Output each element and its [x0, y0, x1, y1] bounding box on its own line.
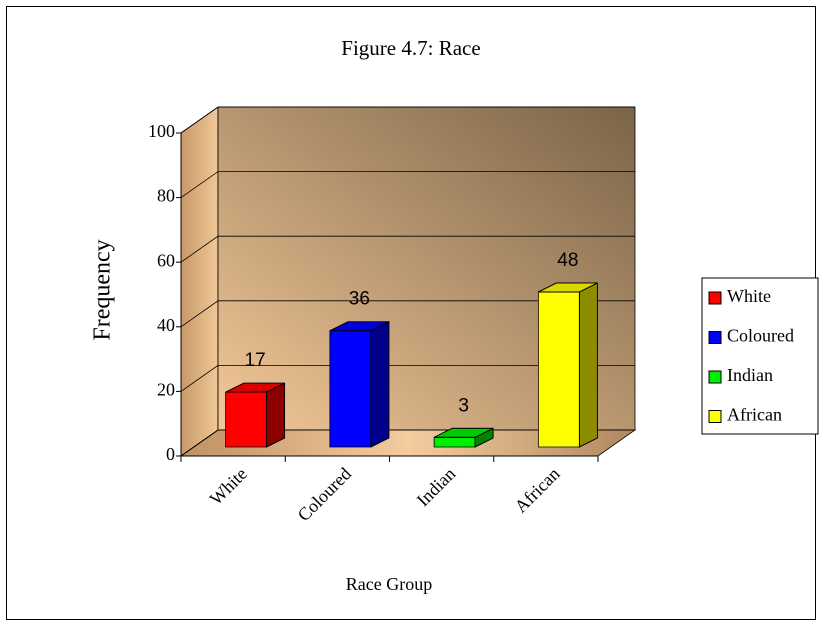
bar-top-shade [225, 382, 285, 393]
bar [537, 282, 598, 448]
legend-swatch [708, 410, 722, 423]
legend-swatch [708, 370, 722, 384]
bar-top-shade [433, 427, 494, 438]
data-label: 36 [349, 289, 370, 310]
bar [225, 382, 286, 448]
x-axis-label: Race Group [346, 574, 432, 594]
bar-front [225, 391, 268, 448]
grid-line [180, 171, 635, 198]
left-wall [180, 106, 219, 457]
y-tick-label: 60 [157, 250, 175, 270]
bar-top-shade [538, 282, 598, 293]
bar-front [433, 436, 476, 448]
legend-label: Coloured [727, 326, 794, 346]
y-axis-label: Frequency [90, 239, 116, 340]
bar-front [329, 330, 372, 448]
grid-line [180, 429, 635, 457]
legend-swatch [708, 331, 722, 344]
grid-line [180, 235, 635, 263]
y-tick-label: 20 [157, 380, 175, 400]
bar-side-shade [578, 282, 598, 448]
chart-title: Figure 4.7: Race [341, 36, 480, 60]
bar-front [537, 291, 580, 448]
grid-line [180, 300, 635, 328]
bar [329, 321, 390, 448]
data-label: 48 [557, 250, 578, 271]
y-tick-label: 40 [157, 315, 175, 335]
y-tick-label: 80 [157, 186, 175, 206]
data-label: 17 [245, 350, 266, 371]
bar-top-shade [329, 321, 390, 332]
bar-side-shade [266, 382, 286, 448]
grid-line [180, 364, 635, 392]
legend-label: White [727, 286, 771, 306]
legend-swatch [708, 291, 722, 305]
legend-label: Indian [727, 365, 773, 385]
data-label: 3 [458, 395, 469, 416]
grid-line [180, 106, 635, 134]
y-tick-label: 100 [148, 121, 175, 141]
bar-side-shade [370, 321, 390, 448]
legend-label: African [727, 405, 782, 425]
bar [433, 427, 494, 448]
y-tick-label: 0 [166, 444, 175, 464]
